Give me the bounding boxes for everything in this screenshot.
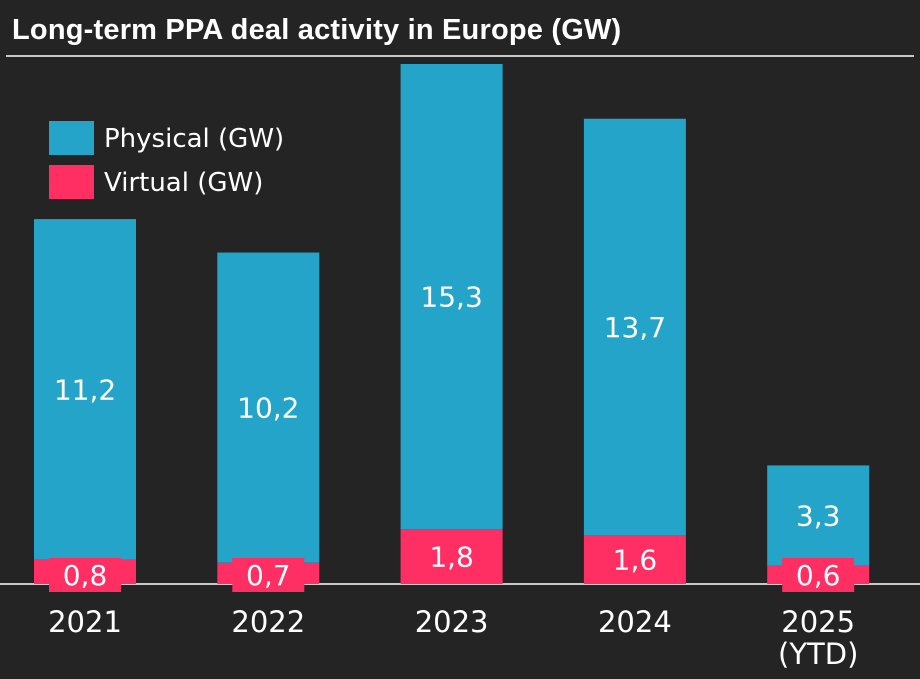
value-label-physical-2024: 13,7 — [604, 311, 666, 344]
bar-physical-2021 — [34, 219, 136, 560]
value-label-pad — [782, 558, 855, 592]
value-label-physical-2022: 10,2 — [237, 392, 299, 425]
legend-label-physical: Physical (GW) — [104, 124, 284, 154]
x-tick-label-2025: 2025 — [781, 605, 855, 639]
value-label-pad — [49, 558, 121, 592]
x-tick-label-2023: 2023 — [415, 605, 489, 639]
value-label-physical-2025: 3,3 — [796, 500, 841, 533]
bar-physical-2024 — [583, 118, 686, 536]
bar-physical-2023 — [400, 64, 503, 530]
value-label-virtual-2021: 0,8 — [63, 559, 108, 592]
legend-label-virtual: Virtual (GW) — [104, 168, 263, 198]
bar-physical-2022 — [217, 252, 320, 563]
chart-title: Long-term PPA deal activity in Europe (G… — [12, 14, 622, 46]
bar-virtual-2023 — [400, 529, 503, 584]
legend-swatch-physical — [49, 121, 94, 155]
x-tick-label-2021: 2021 — [48, 605, 122, 639]
bar-virtual-2024 — [583, 535, 686, 584]
value-label-pad — [232, 558, 305, 592]
value-label-physical-2023: 15,3 — [420, 281, 482, 314]
x-tick-sublabel-2025: (YTD) — [778, 637, 858, 671]
bar-physical-2025 — [767, 465, 870, 566]
x-tick-label-2024: 2024 — [598, 605, 672, 639]
value-label-virtual-2022: 0,7 — [246, 559, 291, 592]
value-label-virtual-2023: 1,8 — [429, 541, 474, 574]
value-label-virtual-2025: 0,6 — [796, 559, 841, 592]
value-label-virtual-2024: 1,6 — [613, 544, 658, 577]
legend-swatch-virtual — [49, 165, 94, 199]
x-tick-label-2022: 2022 — [231, 605, 305, 639]
value-label-physical-2021: 11,2 — [54, 373, 116, 406]
